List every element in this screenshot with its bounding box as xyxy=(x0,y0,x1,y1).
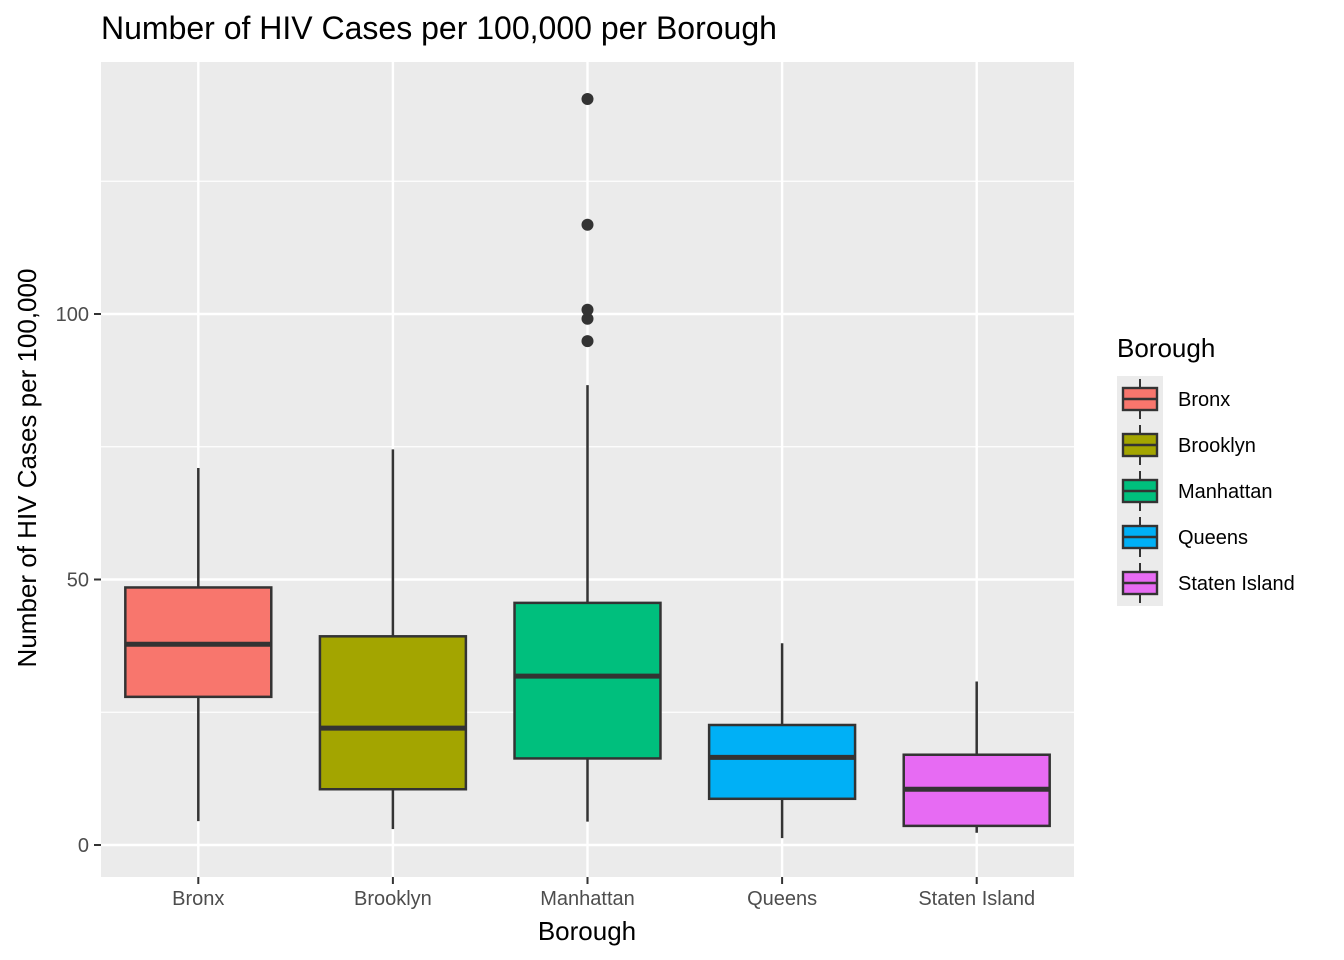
x-tick-label: Staten Island xyxy=(918,888,1035,910)
legend-item-queens: Queens xyxy=(1121,517,1248,557)
y-axis-title: Number of HIV Cases per 100,000 xyxy=(12,269,42,668)
y-tick-label: 0 xyxy=(78,835,89,857)
outlier-point xyxy=(581,335,594,348)
box-iqr xyxy=(318,635,468,791)
y-tick-label: 50 xyxy=(67,570,89,592)
box-queens xyxy=(707,643,857,839)
legend-item-staten-island: Staten Island xyxy=(1121,563,1295,603)
x-axis-title: Borough xyxy=(538,916,636,946)
x-tick-label: Brooklyn xyxy=(354,888,432,910)
x-tick-label: Bronx xyxy=(172,888,224,910)
x-tick-label: Queens xyxy=(747,888,817,910)
legend-label: Bronx xyxy=(1178,389,1230,411)
box-staten-island xyxy=(902,681,1051,833)
legend-label: Queens xyxy=(1178,527,1248,549)
box-bronx xyxy=(124,467,273,822)
outlier-point xyxy=(581,312,594,325)
legend-label: Manhattan xyxy=(1178,481,1273,503)
legend-label: Staten Island xyxy=(1178,573,1295,595)
legend-item-manhattan: Manhattan xyxy=(1121,471,1273,511)
legend: Bronx Brooklyn Manhattan Queens Staten Islan… xyxy=(1117,376,1295,606)
outlier-point xyxy=(581,218,594,231)
box-manhattan xyxy=(513,92,662,822)
legend-item-brooklyn: Brooklyn xyxy=(1121,425,1256,465)
boxes xyxy=(124,92,1051,839)
outlier-point xyxy=(581,92,594,105)
box-iqr xyxy=(707,723,857,801)
box-brooklyn xyxy=(318,449,468,830)
legend-item-bronx: Bronx xyxy=(1121,379,1230,419)
legend-label: Brooklyn xyxy=(1178,435,1256,457)
y-axis: 0 50 100 xyxy=(56,304,101,857)
box-iqr xyxy=(513,601,662,760)
legend-title: Borough xyxy=(1117,333,1215,363)
y-tick-label: 100 xyxy=(56,304,89,326)
x-tick-label: Manhattan xyxy=(540,888,635,910)
outlier-point xyxy=(581,303,594,316)
x-axis: Bronx Brooklyn Manhattan Queens Staten Islan… xyxy=(172,877,1035,910)
chart-title: Number of HIV Cases per 100,000 per Boro… xyxy=(101,10,777,46)
